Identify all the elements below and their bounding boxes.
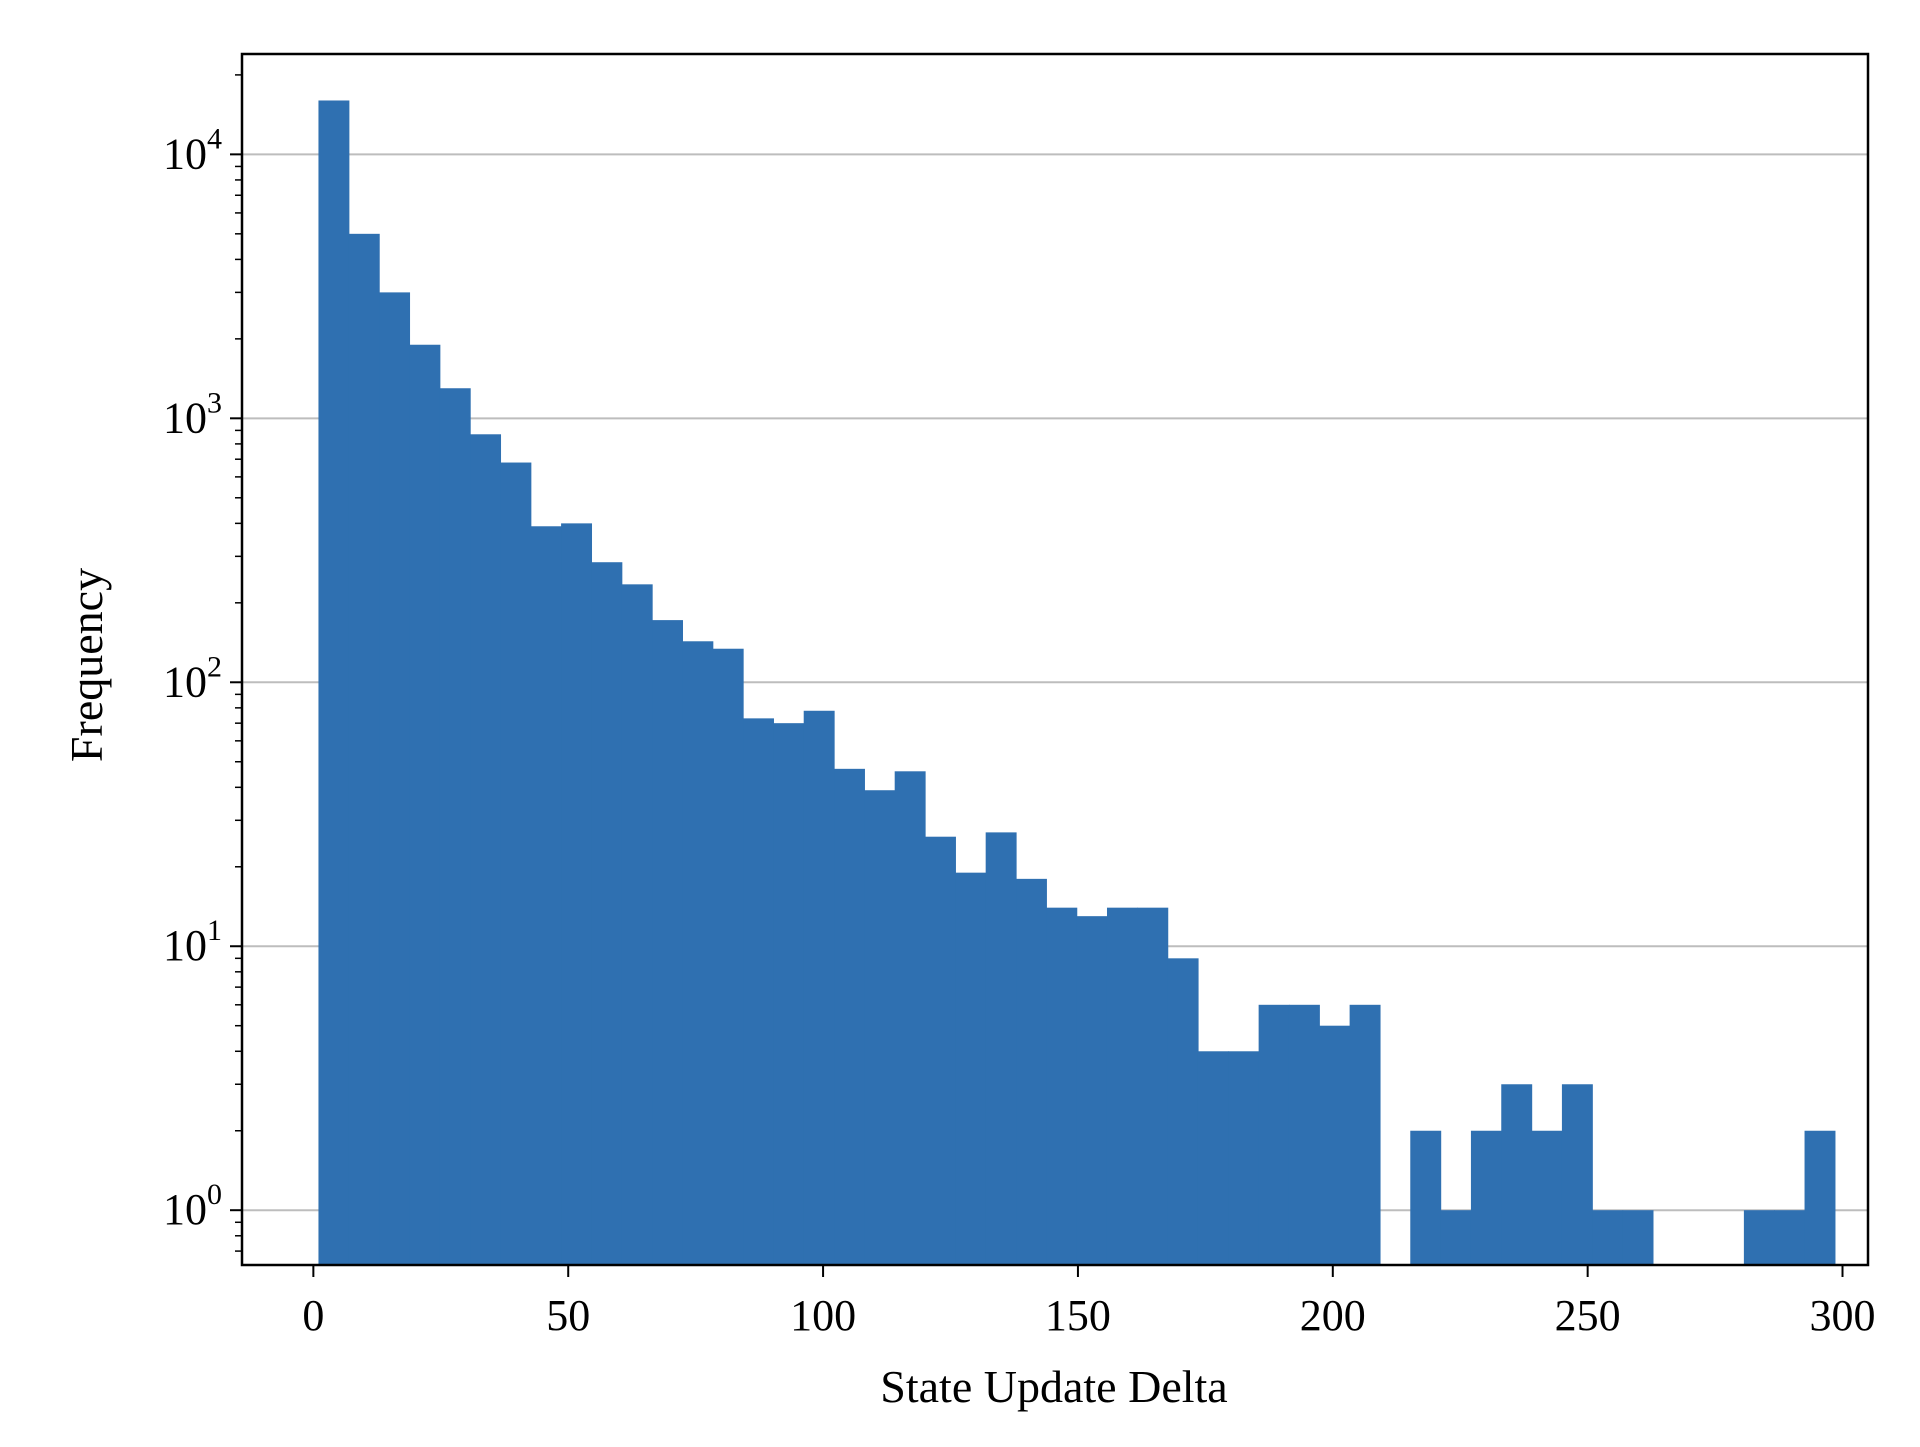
- y-tick-label: 101: [163, 914, 222, 970]
- histogram-bar: [925, 836, 956, 1265]
- histogram-bar: [1622, 1210, 1654, 1265]
- plot-frame: [240, 52, 1870, 1267]
- histogram-bar: [1774, 1210, 1806, 1265]
- histogram-bar: [1197, 1051, 1229, 1265]
- x-tick-label: 250: [1555, 1291, 1621, 1340]
- histogram-bar: [773, 723, 805, 1265]
- histogram-bars: [318, 100, 1836, 1266]
- histogram-bar: [1167, 958, 1199, 1265]
- histogram-bar: [470, 434, 502, 1265]
- x-tick-label: 300: [1810, 1291, 1876, 1340]
- histogram-bar: [1592, 1210, 1624, 1265]
- y-tick-label: 104: [163, 122, 222, 178]
- histogram-bar: [894, 771, 926, 1265]
- x-tick-label: 200: [1300, 1291, 1366, 1340]
- histogram-bar: [1410, 1130, 1442, 1265]
- x-tick-label: 50: [546, 1291, 590, 1340]
- histogram-bar: [1561, 1084, 1593, 1265]
- histogram-bar: [1076, 916, 1108, 1265]
- histogram-bar: [1016, 878, 1047, 1265]
- histogram-bar: [1349, 1004, 1381, 1265]
- histogram-bar: [348, 233, 380, 1265]
- histogram-bar: [1804, 1130, 1836, 1265]
- histogram-bar: [439, 388, 471, 1265]
- histogram-bar: [379, 292, 411, 1265]
- histogram-bar: [561, 523, 593, 1265]
- histogram-bar: [1470, 1130, 1502, 1265]
- histogram-bar: [1501, 1084, 1533, 1265]
- histogram-bar: [1046, 907, 1078, 1265]
- histogram-bar: [682, 641, 714, 1265]
- y-tick-label: 103: [163, 386, 222, 442]
- y-axis-ticks: 100 101 102 103 104: [163, 122, 242, 1234]
- histogram-bar: [803, 710, 835, 1265]
- y-tick-label: 100: [163, 1178, 222, 1234]
- histogram-bar: [318, 100, 350, 1266]
- x-tick-label: 150: [1045, 1291, 1111, 1340]
- x-tick-label: 100: [790, 1291, 856, 1340]
- histogram-bar: [1228, 1051, 1260, 1265]
- y-tick-label: 102: [163, 650, 222, 706]
- x-axis-ticks: 0 50 100 150 200 250 300: [302, 1265, 1876, 1340]
- histogram-bar: [1258, 1004, 1290, 1265]
- histogram-bar: [1440, 1210, 1472, 1265]
- histogram-bar: [1531, 1130, 1563, 1265]
- histogram-bar: [1137, 907, 1169, 1265]
- histogram-bar: [712, 648, 744, 1265]
- histogram-bar: [1319, 1025, 1351, 1265]
- histogram-bar: [621, 584, 653, 1265]
- y-axis-label: Frequency: [61, 568, 112, 762]
- histogram-bar: [652, 620, 683, 1265]
- histogram-bar: [1106, 907, 1138, 1265]
- histogram-bar: [864, 790, 896, 1265]
- x-tick-label: 0: [302, 1291, 324, 1340]
- histogram-bar: [985, 832, 1017, 1265]
- histogram-bar: [1743, 1210, 1775, 1265]
- x-axis-label: State Update Delta: [880, 1361, 1227, 1412]
- histogram-bar: [591, 562, 623, 1265]
- histogram-bar: [530, 526, 562, 1265]
- histogram-bar: [409, 344, 441, 1265]
- histogram-bar: [1288, 1004, 1320, 1265]
- y-axis-minor-ticks: [235, 74, 242, 1252]
- histogram-bar: [500, 462, 532, 1265]
- histogram-bar: [955, 872, 987, 1265]
- histogram-bar: [743, 718, 774, 1265]
- histogram-bar: [834, 768, 865, 1265]
